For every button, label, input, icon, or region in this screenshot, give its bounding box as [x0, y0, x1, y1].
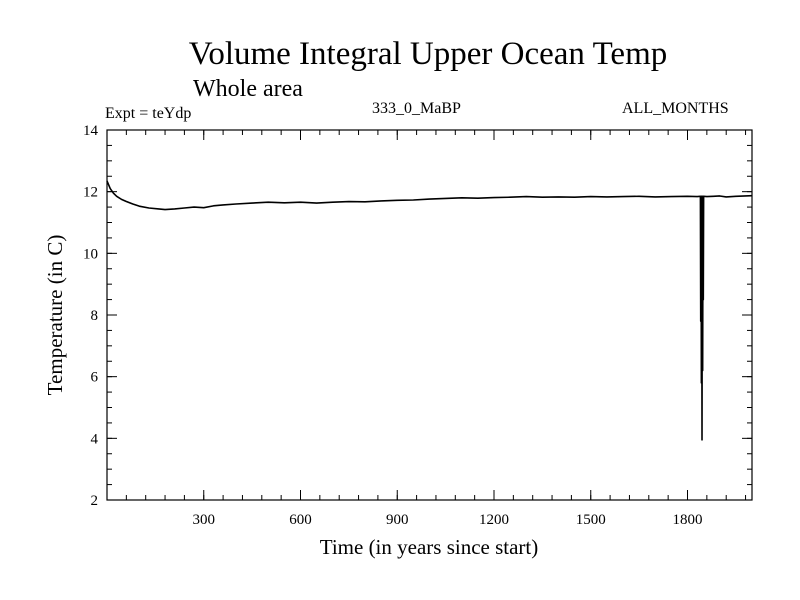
y-tick-label: 14 [83, 123, 99, 139]
y-tick-label: 10 [83, 246, 98, 262]
x-tick-label: 1800 [673, 512, 703, 528]
y-tick-label: 2 [91, 493, 99, 509]
y-tick-label: 6 [91, 370, 99, 386]
temperature-series-line [106, 180, 753, 441]
y-axis-label: Temperature (in C) [43, 235, 67, 396]
axis-ticks [107, 130, 752, 500]
chart-subtitle: Whole area [193, 76, 303, 102]
plot-frame [106, 129, 753, 501]
x-axis-label: Time (in years since start) [320, 535, 539, 559]
x-tick-label: 1200 [479, 512, 509, 528]
x-tick-label: 300 [193, 512, 216, 528]
y-tick-label: 4 [91, 431, 99, 447]
y-tick-label: 8 [91, 308, 99, 324]
chart-title: Volume Integral Upper Ocean Temp [188, 36, 668, 72]
period-label: 333_0_MaBP [372, 100, 461, 117]
axis-tick-labels: 300 600 900 1200 1500 1800 2 4 6 8 10 12 14 [83, 123, 703, 528]
experiment-label: Expt = teYdp [105, 105, 192, 122]
months-label: ALL_MONTHS [622, 100, 729, 117]
x-tick-label: 900 [386, 512, 409, 528]
x-tick-label: 1500 [576, 512, 606, 528]
y-tick-label: 12 [83, 185, 98, 201]
x-tick-label: 600 [289, 512, 312, 528]
